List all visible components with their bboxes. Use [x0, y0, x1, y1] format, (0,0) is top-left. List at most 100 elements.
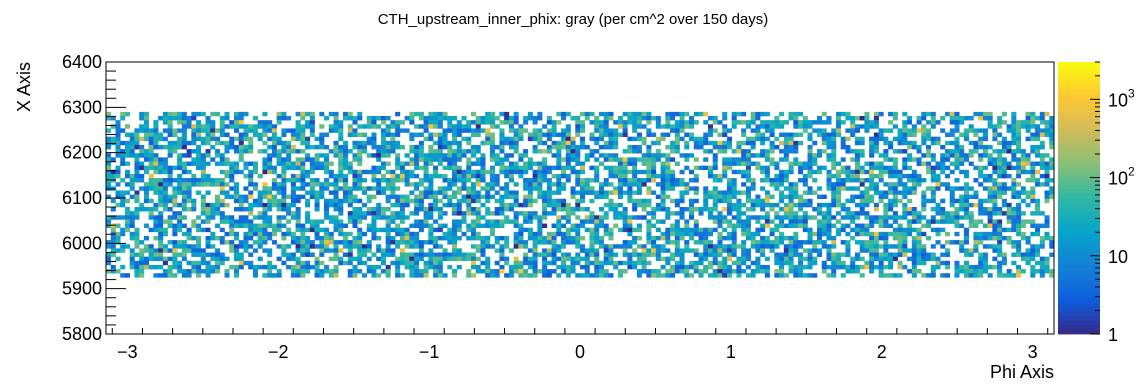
heatmap-cell: [200, 256, 206, 262]
heatmap-cell: [741, 173, 747, 179]
heatmap-cell: [1044, 178, 1050, 183]
heatmap-cell: [551, 190, 557, 195]
heatmap-cell: [343, 161, 349, 166]
heatmap-cell: [513, 215, 519, 220]
heatmap-cell: [755, 244, 761, 249]
heatmap-cell: [755, 219, 761, 224]
heatmap-cell: [229, 140, 235, 146]
heatmap-cell: [442, 140, 448, 146]
heatmap-cell: [271, 169, 277, 175]
heatmap-cell: [513, 132, 519, 137]
heatmap-cell: [987, 215, 993, 220]
heatmap-cell: [584, 269, 590, 274]
heatmap-cell: [423, 260, 429, 266]
heatmap-cell: [205, 211, 211, 216]
heatmap-cell: [357, 227, 363, 233]
heatmap-cell: [902, 215, 908, 220]
heatmap-cell: [959, 153, 965, 158]
heatmap-cell: [992, 124, 998, 129]
heatmap-cell: [115, 231, 121, 237]
heatmap-cell: [357, 240, 363, 245]
heatmap-cell: [750, 202, 756, 208]
heatmap-cell: [774, 244, 780, 249]
heatmap-cell: [124, 244, 130, 249]
heatmap-cell: [636, 132, 642, 137]
heatmap-cell: [1011, 252, 1017, 257]
x-tick-label: 3: [1028, 342, 1038, 362]
heatmap-cell: [608, 260, 614, 266]
heatmap-cell: [589, 273, 595, 278]
heatmap-cell: [167, 198, 173, 204]
heatmap-cell: [1011, 211, 1017, 216]
heatmap-cell: [442, 194, 448, 200]
heatmap-cell: [570, 256, 576, 262]
heatmap-cell: [238, 116, 244, 121]
heatmap-cell: [551, 240, 557, 245]
heatmap-cell: [300, 244, 306, 249]
heatmap-cell: [290, 165, 296, 171]
heatmap-cell: [409, 144, 415, 150]
heatmap-cell: [807, 173, 813, 179]
heatmap-cell: [153, 178, 159, 183]
heatmap-cell: [850, 219, 856, 224]
heatmap-cell: [835, 182, 841, 187]
heatmap-cell: [997, 157, 1003, 162]
heatmap-cell: [992, 182, 998, 187]
heatmap-cell: [831, 149, 837, 154]
heatmap-cell: [731, 178, 737, 183]
heatmap-cell: [570, 227, 576, 233]
heatmap-cell: [807, 256, 813, 262]
heatmap-cell: [911, 235, 917, 241]
heatmap-cell: [404, 182, 410, 187]
heatmap-cell: [963, 157, 969, 162]
heatmap-cell: [106, 169, 112, 175]
heatmap-cell: [646, 132, 652, 137]
heatmap-cell: [504, 111, 510, 117]
heatmap-cell: [826, 116, 832, 121]
heatmap-cell: [632, 182, 638, 187]
heatmap-cell: [935, 256, 941, 262]
heatmap-cell: [608, 169, 614, 175]
heatmap-cell: [712, 178, 718, 183]
heatmap-cell: [324, 165, 330, 171]
heatmap-cell: [788, 215, 794, 220]
heatmap-cell: [257, 120, 263, 125]
heatmap-cell: [888, 169, 894, 175]
heatmap-cell: [978, 219, 984, 224]
heatmap-cell: [674, 144, 680, 150]
heatmap-cell: [978, 153, 984, 158]
heatmap-cell: [357, 182, 363, 187]
heatmap-cell: [366, 207, 372, 212]
heatmap-cell: [835, 252, 841, 257]
heatmap-cell: [608, 111, 614, 117]
heatmap-cell: [845, 252, 851, 257]
heatmap-cell: [888, 260, 894, 266]
heatmap-cell: [352, 264, 358, 270]
heatmap-cell: [319, 190, 325, 195]
heatmap-cell: [1035, 178, 1041, 183]
heatmap-cell: [561, 136, 567, 142]
heatmap-cell: [907, 231, 913, 237]
heatmap-cell: [935, 231, 941, 237]
heatmap-cell: [233, 124, 240, 129]
heatmap-cell: [831, 252, 837, 257]
heatmap-cell: [864, 248, 870, 253]
heatmap-cell: [783, 169, 789, 175]
heatmap-cell: [200, 211, 206, 216]
heatmap-cell: [793, 190, 799, 195]
heatmap-cell: [817, 169, 823, 175]
heatmap-cell: [670, 198, 676, 204]
heatmap-cell: [888, 252, 894, 257]
heatmap-cell: [428, 211, 434, 216]
heatmap-cell: [452, 219, 458, 224]
heatmap-cell: [480, 116, 486, 121]
heatmap-cell: [722, 227, 728, 233]
heatmap-cell: [551, 256, 557, 262]
heatmap-cell: [418, 194, 424, 200]
heatmap-cell: [741, 140, 747, 146]
heatmap-cell: [267, 186, 273, 191]
heatmap-cell: [542, 235, 548, 241]
heatmap-cell: [712, 260, 718, 266]
heatmap-cell: [494, 248, 500, 253]
heatmap-cell: [897, 260, 903, 266]
